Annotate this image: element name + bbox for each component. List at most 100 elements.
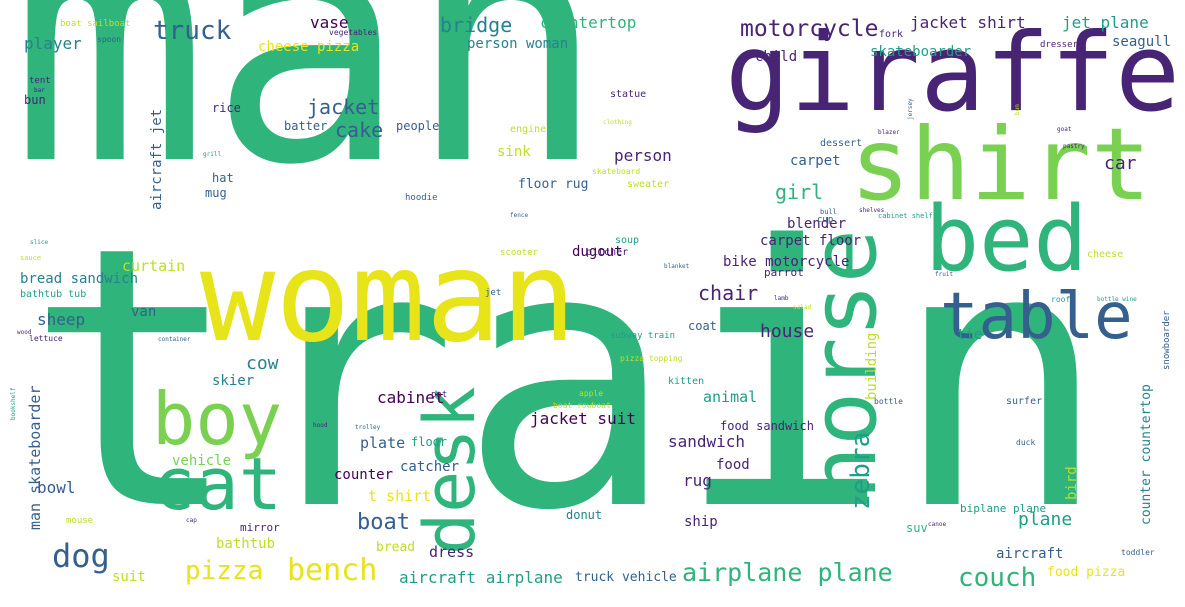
word-parrot: parrot xyxy=(764,266,804,279)
word-snowboarder: snowboarder xyxy=(1162,310,1172,370)
word-tie: tie xyxy=(957,327,983,343)
word-cabinet: cabinet xyxy=(377,388,445,407)
word-jet: jet xyxy=(485,288,502,298)
word-pizza: pizza xyxy=(185,556,264,586)
word-aircraft: aircraft xyxy=(996,546,1064,562)
word-vase: vase xyxy=(310,13,349,32)
word-cheese-pizza: cheese pizza xyxy=(258,39,360,55)
word-house: house xyxy=(760,321,815,342)
word-sweater: sweater xyxy=(627,179,670,190)
word-carpet: carpet xyxy=(790,153,841,169)
word-toddler: toddler xyxy=(1121,548,1155,557)
word-plane: plane xyxy=(1018,509,1073,530)
word-cheese: cheese xyxy=(1087,249,1124,260)
word-skateboarder: skateboarder xyxy=(870,44,972,60)
word-engine: engine xyxy=(510,124,547,135)
word-cat: cat xyxy=(152,442,283,526)
word-bridge: bridge xyxy=(440,13,513,37)
word-girl: girl xyxy=(775,180,824,204)
word-jersey: jersey xyxy=(907,98,914,120)
word-aircraft-jet: aircraft jet xyxy=(149,108,165,210)
word-coat: coat xyxy=(688,319,717,333)
word-bowl: bowl xyxy=(37,478,76,497)
word-animal: animal xyxy=(703,388,758,406)
word-canoe: canoe xyxy=(928,521,947,528)
word-donut: donut xyxy=(566,508,603,522)
word-wood: wood xyxy=(17,329,32,336)
word-person: person xyxy=(614,146,672,165)
word-boat-sailboat: boat sailboat xyxy=(60,19,131,29)
word-airplane-plane: airplane plane xyxy=(682,558,893,587)
word-statue: statue xyxy=(610,89,647,100)
word-mug: mug xyxy=(205,186,227,200)
word-curtain: curtain xyxy=(122,257,186,275)
word-sink: sink xyxy=(497,144,531,160)
word-truck: truck xyxy=(153,16,232,46)
word-jacket-suit: jacket suit xyxy=(530,409,636,428)
word-jacket-shirt: jacket shirt xyxy=(910,13,1026,32)
word-shirt: shirt xyxy=(850,106,1152,223)
word-sauce: sauce xyxy=(20,254,42,262)
word-man: man xyxy=(10,0,607,237)
word-container: container xyxy=(158,336,191,343)
word-dress: dress xyxy=(429,543,475,561)
word-pizza-topping: pizza topping xyxy=(620,354,683,363)
word-jacket: jacket xyxy=(307,95,380,119)
word-t-shirt: t shirt xyxy=(368,487,432,505)
word-lettuce: lettuce xyxy=(29,334,63,343)
word-spoon: spoon xyxy=(97,35,122,44)
word-dessert: dessert xyxy=(820,138,863,149)
word-counter: counter xyxy=(334,467,394,483)
word-chair: chair xyxy=(698,281,759,305)
word-bed: bed xyxy=(925,187,1088,292)
word-floor-rug: floor rug xyxy=(518,177,589,192)
word-vehicle: vehicle xyxy=(172,453,232,469)
word-cabinet-shelf: cabinet shelf xyxy=(878,212,933,220)
word-seagull: seagull xyxy=(1112,34,1172,50)
word-woman: woman xyxy=(200,225,577,370)
word-bottle: bottle xyxy=(874,397,903,406)
word-tent: tent xyxy=(29,76,51,86)
word-lamb: lamb xyxy=(774,295,789,302)
word-sheep: sheep xyxy=(37,310,86,329)
word-goat: goat xyxy=(1057,126,1072,133)
word-bathtub-tub: bathtub tub xyxy=(20,289,87,300)
word-suv: suv xyxy=(906,521,928,535)
word-countertop: countertop xyxy=(540,13,637,32)
word-duck: duck xyxy=(1016,438,1036,447)
word-bird: bird xyxy=(1064,466,1080,500)
word-giraffe: giraffe xyxy=(725,11,1181,136)
word-skier: skier xyxy=(212,373,255,389)
word-aircraft-airplane: aircraft airplane xyxy=(399,568,563,587)
word-people: people xyxy=(396,119,440,133)
word-batter: batter xyxy=(284,119,328,133)
word-hood: hood xyxy=(313,422,328,429)
word-fruit: fruit xyxy=(935,271,954,278)
word-rug: rug xyxy=(683,471,712,490)
word-biplane-plane: biplane plane xyxy=(960,502,1047,515)
word-van: van xyxy=(131,304,157,320)
word-bun: bun xyxy=(1014,104,1021,115)
word-food-pizza: food pizza xyxy=(1047,565,1126,580)
word-bathtub: bathtub xyxy=(216,536,276,552)
word-dog: dog xyxy=(52,537,110,575)
word-cake: cake xyxy=(335,118,384,142)
word-salad: salad xyxy=(793,304,812,311)
word-cup: cup xyxy=(817,215,834,225)
word-pitcher: pitcher xyxy=(586,247,629,258)
word-rice: rice xyxy=(212,101,241,115)
word-boat: boat xyxy=(357,510,410,535)
word-boat-rowboat: boat rowboat xyxy=(553,401,611,410)
word-bench: bench xyxy=(287,553,378,588)
word-surfer: surfer xyxy=(1006,396,1043,407)
word-car: car xyxy=(1104,153,1137,174)
word-bun: bun xyxy=(24,93,46,107)
word-man-skateboarder: man skateboarder xyxy=(26,385,44,531)
word-clothing: clothing xyxy=(603,119,632,126)
word-slice: slice xyxy=(30,239,49,246)
word-cap: cap xyxy=(186,517,197,524)
word-suit: suit xyxy=(112,569,146,585)
word-couch: couch xyxy=(958,563,1037,593)
word-kitten: kitten xyxy=(668,376,705,387)
word-pastry: pastry xyxy=(1063,143,1085,150)
